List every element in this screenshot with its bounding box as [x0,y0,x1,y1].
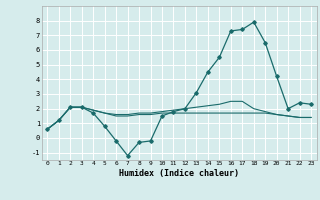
X-axis label: Humidex (Indice chaleur): Humidex (Indice chaleur) [119,169,239,178]
